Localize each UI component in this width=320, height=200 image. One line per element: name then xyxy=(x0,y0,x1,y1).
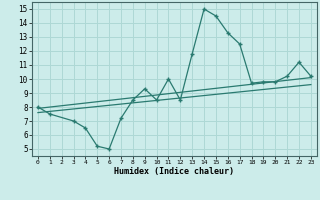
X-axis label: Humidex (Indice chaleur): Humidex (Indice chaleur) xyxy=(115,167,234,176)
